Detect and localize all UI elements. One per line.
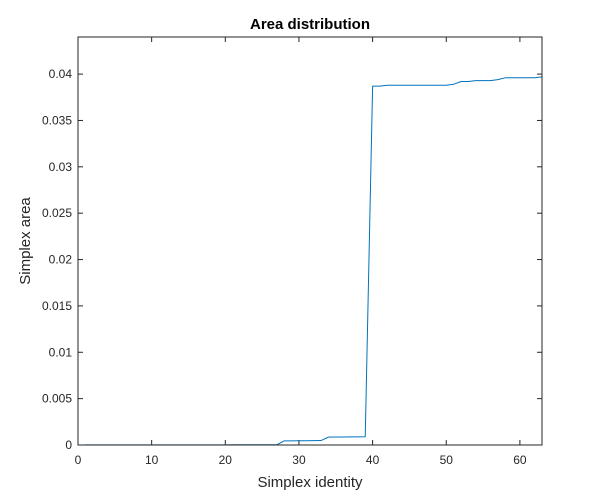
chart-title: Area distribution (250, 16, 370, 33)
y-tick-label: 0 (65, 438, 72, 452)
y-tick-label: 0.025 (42, 206, 72, 220)
y-tick-label: 0.015 (42, 299, 72, 313)
x-tick-label: 0 (75, 453, 82, 467)
y-tick-label: 0.01 (49, 345, 73, 359)
y-tick-label: 0.035 (42, 113, 72, 127)
x-tick-label: 30 (292, 453, 306, 467)
plot-frame (77, 36, 543, 446)
y-axis-label: Simplex area (17, 197, 34, 285)
x-tick-label: 60 (513, 453, 527, 467)
x-tick-label: 10 (145, 453, 159, 467)
x-axis-label: Simplex identity (257, 474, 363, 491)
y-tick-label: 0.04 (49, 67, 73, 81)
y-tick-label: 0.02 (49, 253, 73, 267)
y-tick-label: 0.03 (49, 160, 73, 174)
x-tick-label: 20 (219, 453, 233, 467)
plot-area (78, 37, 542, 445)
x-tick-label: 40 (366, 453, 380, 467)
y-tick-label: 0.005 (42, 392, 72, 406)
x-tick-label: 50 (440, 453, 454, 467)
tick-labels: 0 10 20 30 40 50 60 0 0.005 0.01 0.015 0.02 0.025 0.0… (42, 67, 527, 467)
